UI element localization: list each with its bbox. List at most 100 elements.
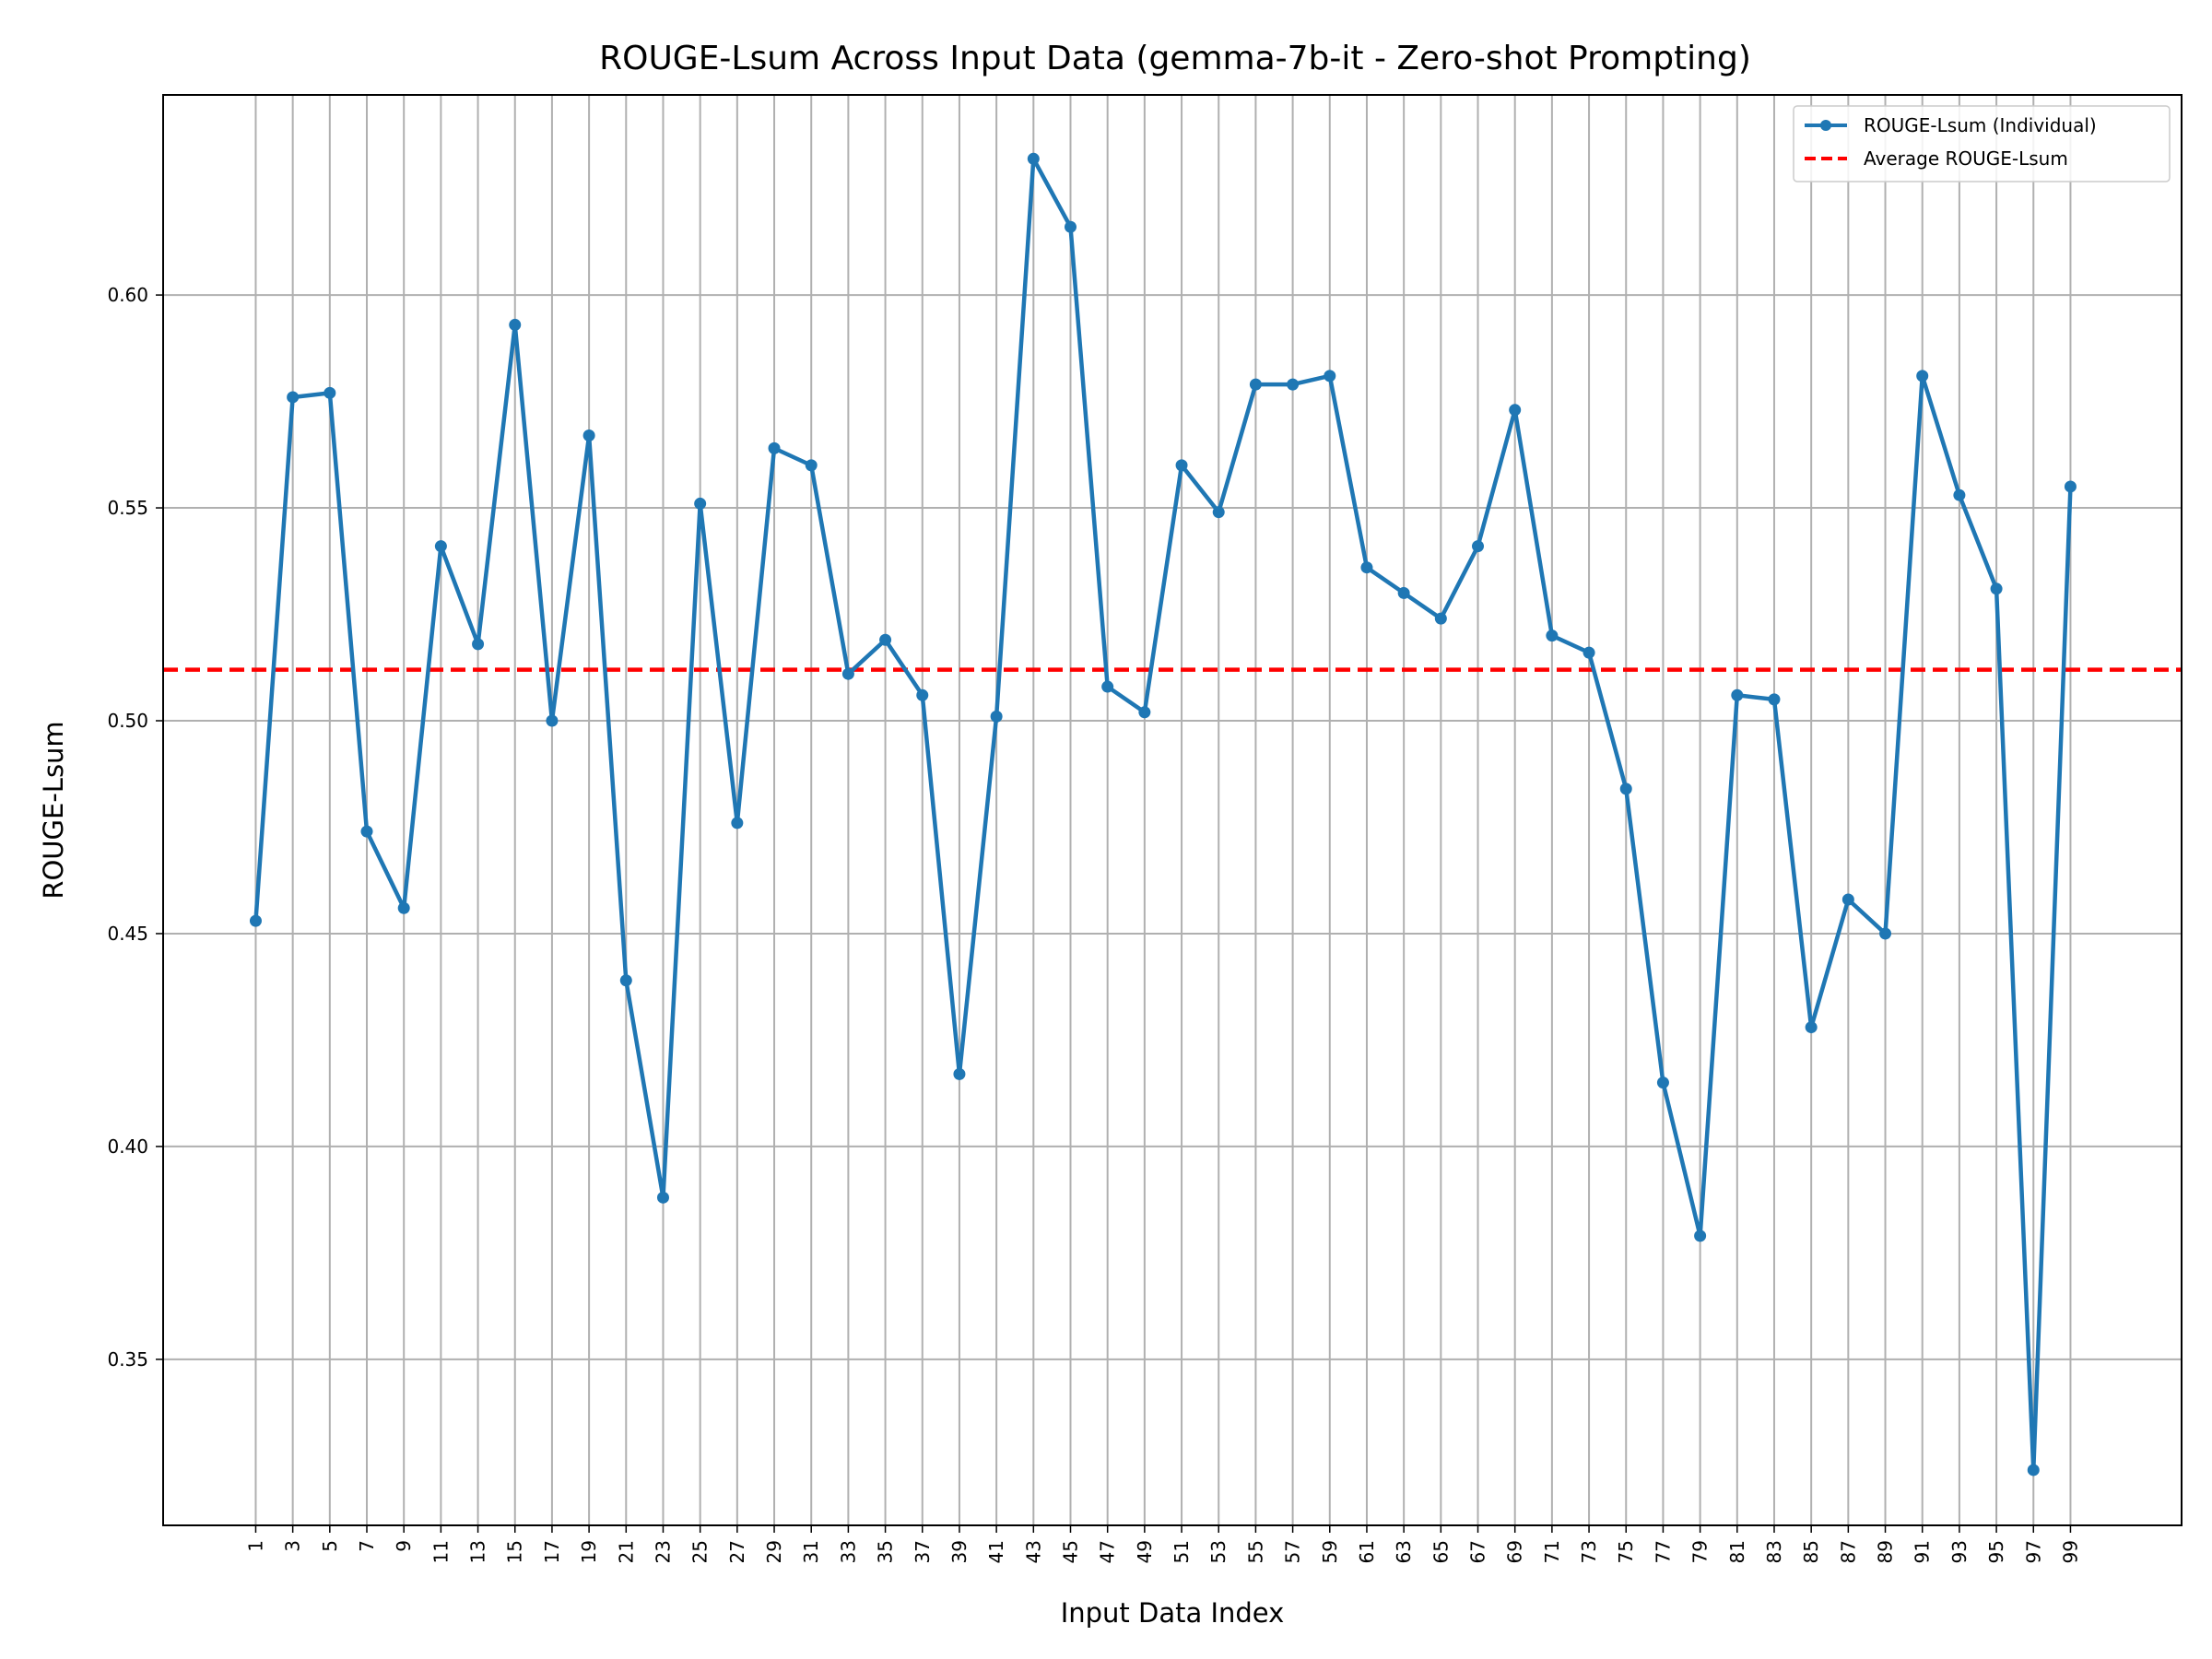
data-point bbox=[1879, 927, 1892, 940]
x-tick-label: 43 bbox=[1022, 1540, 1044, 1563]
data-point bbox=[1546, 629, 1559, 642]
x-tick-label: 57 bbox=[1282, 1540, 1304, 1563]
x-tick-label: 33 bbox=[837, 1540, 859, 1563]
legend-marker-individual bbox=[1820, 120, 1831, 131]
data-point bbox=[1583, 646, 1595, 659]
x-tick-label: 29 bbox=[763, 1540, 785, 1563]
data-point bbox=[287, 391, 300, 404]
data-point bbox=[434, 540, 447, 553]
data-point bbox=[1287, 378, 1300, 391]
x-tick-label: 89 bbox=[1875, 1540, 1897, 1563]
y-tick-label: 0.40 bbox=[107, 1135, 148, 1158]
x-tick-label: 21 bbox=[615, 1540, 637, 1563]
legend: ROUGE-Lsum (Individual) Average ROUGE-Ls… bbox=[1793, 105, 2171, 182]
x-tick-label: 81 bbox=[1726, 1540, 1748, 1563]
data-point bbox=[953, 1067, 966, 1080]
data-point bbox=[2064, 480, 2077, 493]
data-point bbox=[472, 638, 485, 651]
x-tick-label: 37 bbox=[912, 1540, 934, 1563]
data-point bbox=[1694, 1230, 1707, 1242]
x-tick-label: 35 bbox=[875, 1540, 897, 1563]
data-point bbox=[1064, 220, 1077, 233]
data-point bbox=[1101, 680, 1114, 693]
x-tick-label: 91 bbox=[1912, 1540, 1934, 1563]
data-point bbox=[324, 386, 336, 399]
x-tick-label: 27 bbox=[726, 1540, 748, 1563]
data-point bbox=[990, 710, 1003, 723]
data-point bbox=[805, 459, 818, 472]
data-point bbox=[1434, 612, 1447, 625]
data-point bbox=[509, 318, 522, 331]
x-tick-label: 41 bbox=[985, 1540, 1007, 1563]
x-tick-label: 17 bbox=[541, 1540, 563, 1563]
data-point bbox=[546, 714, 559, 727]
x-tick-label: 5 bbox=[319, 1540, 341, 1552]
y-tick-label: 0.35 bbox=[107, 1348, 148, 1371]
y-tick-label: 0.50 bbox=[107, 710, 148, 732]
data-point bbox=[1916, 370, 1929, 382]
x-tick-label: 19 bbox=[578, 1540, 600, 1563]
x-tick-label: 75 bbox=[1615, 1540, 1637, 1563]
data-point bbox=[1027, 152, 1040, 165]
x-tick-label: 85 bbox=[1800, 1540, 1822, 1563]
x-tick-label: 31 bbox=[800, 1540, 822, 1563]
x-tick-label: 83 bbox=[1763, 1540, 1785, 1563]
data-point bbox=[1509, 404, 1522, 417]
x-tick-label: 69 bbox=[1504, 1540, 1526, 1563]
x-tick-label: 3 bbox=[282, 1540, 304, 1552]
x-tick-label: 61 bbox=[1356, 1540, 1378, 1563]
legend-label-average: Average ROUGE-Lsum bbox=[1864, 147, 2068, 170]
data-point bbox=[916, 688, 929, 701]
x-tick-label: 1 bbox=[244, 1540, 266, 1552]
data-point bbox=[1656, 1077, 1669, 1089]
x-tick-label: 49 bbox=[1134, 1540, 1156, 1563]
data-point bbox=[1324, 370, 1336, 382]
data-point bbox=[768, 441, 781, 454]
data-point bbox=[656, 1191, 669, 1204]
x-tick-label: 11 bbox=[429, 1540, 452, 1563]
data-point bbox=[619, 974, 632, 987]
x-axis-label: Input Data Index bbox=[1061, 1597, 1285, 1629]
data-point bbox=[1805, 1021, 1818, 1034]
data-point bbox=[397, 901, 410, 914]
y-axis-ticks: 0.35 0.40 0.45 0.50 0.55 0.60 bbox=[107, 284, 163, 1371]
x-tick-label: 77 bbox=[1652, 1540, 1674, 1563]
x-tick-label: 47 bbox=[1097, 1540, 1119, 1563]
x-tick-label: 67 bbox=[1467, 1540, 1489, 1563]
data-point bbox=[1990, 582, 2003, 595]
data-point bbox=[731, 817, 744, 830]
data-point bbox=[1397, 586, 1410, 599]
data-point bbox=[1731, 688, 1744, 701]
y-tick-label: 0.60 bbox=[107, 284, 148, 306]
data-point bbox=[694, 497, 707, 510]
data-point bbox=[2027, 1464, 2040, 1477]
x-tick-label: 93 bbox=[1948, 1540, 1971, 1563]
x-tick-label: 55 bbox=[1244, 1540, 1266, 1563]
data-point bbox=[879, 633, 892, 646]
legend-label-individual: ROUGE-Lsum (Individual) bbox=[1864, 114, 2097, 136]
x-tick-label: 97 bbox=[2022, 1540, 2044, 1563]
x-tick-label: 45 bbox=[1059, 1540, 1081, 1563]
x-tick-label: 7 bbox=[356, 1540, 378, 1552]
x-tick-label: 73 bbox=[1578, 1540, 1600, 1563]
x-tick-label: 59 bbox=[1319, 1540, 1341, 1563]
data-point bbox=[1841, 893, 1854, 906]
chart-title: ROUGE-Lsum Across Input Data (gemma-7b-i… bbox=[599, 40, 1751, 77]
x-tick-label: 9 bbox=[393, 1540, 415, 1552]
data-point bbox=[360, 825, 373, 838]
data-point bbox=[1619, 782, 1632, 795]
data-point bbox=[1360, 561, 1373, 574]
y-tick-label: 0.55 bbox=[107, 497, 148, 519]
data-point bbox=[1175, 459, 1188, 472]
data-point bbox=[1768, 693, 1781, 706]
y-axis-label: ROUGE-Lsum bbox=[38, 721, 69, 899]
series-layer bbox=[249, 152, 2077, 1477]
data-point bbox=[1138, 706, 1151, 719]
plot-frame bbox=[162, 94, 2183, 1526]
x-tick-label: 39 bbox=[948, 1540, 971, 1563]
x-tick-label: 71 bbox=[1541, 1540, 1563, 1563]
x-tick-label: 63 bbox=[1393, 1540, 1415, 1563]
x-tick-label: 25 bbox=[689, 1540, 712, 1563]
